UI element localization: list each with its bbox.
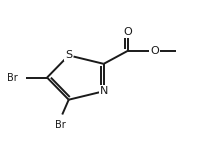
Text: O: O bbox=[124, 27, 132, 37]
Text: O: O bbox=[150, 46, 159, 56]
Text: N: N bbox=[99, 86, 108, 96]
Text: S: S bbox=[65, 50, 72, 60]
Text: Br: Br bbox=[7, 73, 18, 83]
Text: Br: Br bbox=[55, 120, 65, 130]
